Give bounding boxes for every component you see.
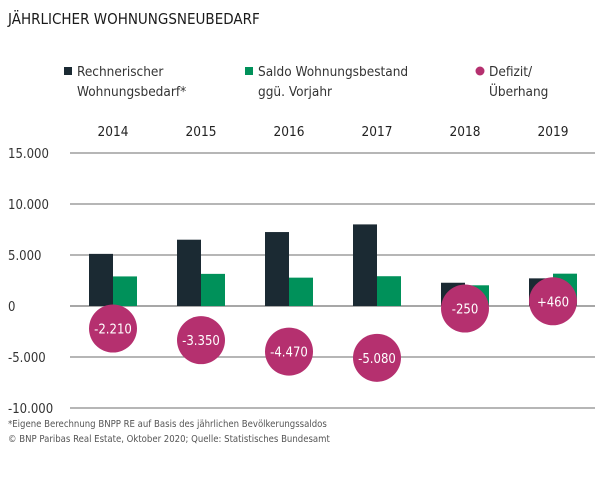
y-tick-label: 10.000 <box>8 198 49 213</box>
legend-marker <box>64 67 72 75</box>
x-tick-label: 2014 <box>98 124 129 140</box>
deficit-bubble <box>353 333 401 382</box>
y-tick-label: -5.000 <box>8 351 46 366</box>
deficit-label: -2.210 <box>94 323 132 338</box>
y-tick-label: 15.000 <box>8 147 49 162</box>
bar-wohnungsbedarf <box>89 253 113 306</box>
legend-label: Wohnungsbedarf* <box>77 84 186 100</box>
deficit-label: -250 <box>452 303 479 318</box>
deficit-bubble <box>89 304 137 353</box>
bar-saldo <box>201 273 225 306</box>
x-tick-label: 2015 <box>186 124 217 140</box>
deficit-bubble <box>265 327 313 376</box>
chart-title: JÄHRLICHER WOHNUNGSNEUBEDARF <box>7 9 260 28</box>
deficit-label: -3.350 <box>182 334 220 349</box>
legend-marker <box>475 66 485 76</box>
legend-label: Defizit/ <box>489 64 533 80</box>
deficit-label: +460 <box>537 295 569 310</box>
legend-label: ggü. Vorjahr <box>258 84 332 100</box>
deficit-label: -5.080 <box>358 352 396 367</box>
legend-label: Saldo Wohnungsbestand <box>258 64 408 80</box>
bar-saldo <box>113 276 137 306</box>
x-tick-label: 2017 <box>362 124 393 140</box>
footnote: *Eigene Berechnung BNPP RE auf Basis des… <box>8 419 327 430</box>
y-tick-label: -10.000 <box>8 402 53 417</box>
deficit-bubble <box>529 277 577 326</box>
deficit-bubble <box>177 316 225 365</box>
deficit-bubble <box>441 284 489 333</box>
y-tick-label: 0 <box>8 300 15 315</box>
x-tick-label: 2018 <box>450 124 481 140</box>
legend-label: Überhang <box>489 82 548 100</box>
deficit-label: -4.470 <box>270 346 308 361</box>
footnote: © BNP Paribas Real Estate, Oktober 2020;… <box>8 434 330 445</box>
bar-saldo <box>289 277 313 306</box>
bar-wohnungsbedarf <box>265 232 289 306</box>
legend-marker <box>245 67 253 75</box>
bar-wohnungsbedarf <box>353 224 377 306</box>
x-tick-label: 2016 <box>274 124 305 140</box>
bar-wohnungsbedarf <box>177 239 201 306</box>
x-tick-label: 2019 <box>538 124 569 140</box>
bar-saldo <box>377 276 401 306</box>
legend-label: Rechnerischer <box>77 64 163 80</box>
y-tick-label: 5.000 <box>8 249 41 264</box>
